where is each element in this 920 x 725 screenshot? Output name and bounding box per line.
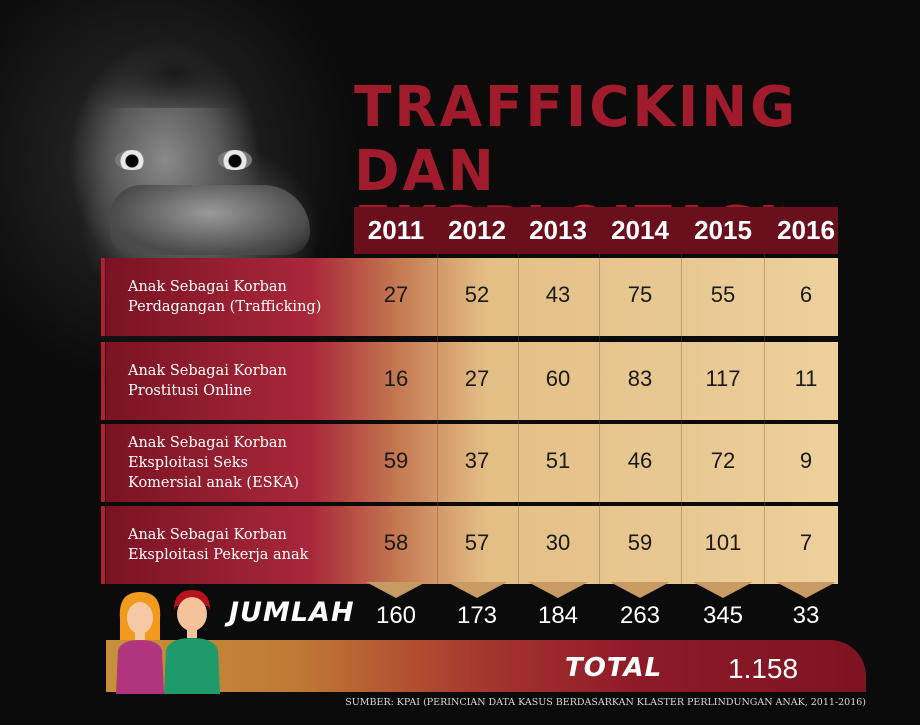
total-bar <box>106 640 866 692</box>
table-row: Anak Sebagai Korban Eksploitasi Pekerja … <box>101 506 838 584</box>
jumlah-label: JUMLAH <box>229 597 355 628</box>
table-cell: 57 <box>464 530 490 555</box>
row-label: Anak Sebagai Korban Eksploitasi Seks Kom… <box>128 435 299 491</box>
column-divider <box>681 254 682 584</box>
table-cell: 60 <box>545 366 571 391</box>
row-label: Anak Sebagai Korban Perdagangan (Traffic… <box>128 279 322 315</box>
hair-shadow <box>70 18 280 108</box>
down-arrow-icon <box>447 582 507 598</box>
jumlah-value: 160 <box>375 602 417 629</box>
table-cell: 6 <box>799 282 813 307</box>
down-arrow-icon <box>366 582 426 598</box>
year-header-2014: 2014 <box>611 215 669 245</box>
table-cell: 75 <box>627 282 653 307</box>
year-header-2013: 2013 <box>529 215 587 245</box>
grand-total-label: TOTAL <box>565 653 663 683</box>
table-cell: 55 <box>710 282 736 307</box>
table-cell: 83 <box>627 366 653 391</box>
jumlah-value: 33 <box>792 602 820 629</box>
table-cell: 117 <box>705 366 741 391</box>
row-label: Anak Sebagai Korban Eksploitasi Pekerja … <box>128 527 309 563</box>
table-cell: 27 <box>464 366 490 391</box>
table-row: Anak Sebagai Korban Perdagangan (Traffic… <box>101 258 838 336</box>
table-cell: 11 <box>794 366 818 391</box>
table-row: Anak Sebagai Korban Eksploitasi Seks Kom… <box>101 424 838 502</box>
down-arrow-icon <box>693 582 753 598</box>
table-cell: 52 <box>464 282 490 307</box>
row-label: Anak Sebagai Korban Prostitusi Online <box>128 363 287 399</box>
right-eye <box>218 150 252 170</box>
hand-over-mouth <box>110 185 310 255</box>
jumlah-value: 345 <box>702 602 744 629</box>
child-photo <box>0 0 430 380</box>
jumlah-value: 263 <box>619 602 661 629</box>
table-cell: 51 <box>545 448 571 473</box>
table-cell: 37 <box>464 448 490 473</box>
down-arrow-icon <box>776 582 836 598</box>
table-cell: 46 <box>627 448 653 473</box>
down-arrow-icon <box>528 582 588 598</box>
title-line-1: TRAFFICKING <box>354 75 799 140</box>
table-cell: 9 <box>799 448 813 473</box>
table-cell: 27 <box>383 282 409 307</box>
table-cell: 101 <box>704 530 742 555</box>
year-header-2012: 2012 <box>448 215 506 245</box>
down-arrow-icon <box>610 582 670 598</box>
table-cell: 7 <box>799 530 813 555</box>
year-header-2015: 2015 <box>694 215 752 245</box>
column-divider <box>518 254 519 584</box>
year-header: 2011 2012 2013 2014 2015 2016 <box>354 207 838 254</box>
column-divider <box>764 254 765 584</box>
table-cell: 16 <box>383 366 409 391</box>
grand-total-value: 1.158 <box>728 653 799 684</box>
table-cell: 72 <box>710 448 736 473</box>
jumlah-value: 184 <box>537 602 579 629</box>
source-note: SUMBER: KPAI (PERINCIAN DATA KASUS BERDA… <box>345 697 866 708</box>
column-divider <box>437 254 438 584</box>
left-eye <box>115 150 149 170</box>
year-header-2011: 2011 <box>367 215 425 245</box>
table-cell: 59 <box>383 448 409 473</box>
table-cell: 43 <box>545 282 571 307</box>
year-header-2016: 2016 <box>777 215 835 245</box>
table-row: Anak Sebagai Korban Prostitusi Online 16 2… <box>101 342 838 420</box>
table-cell: 30 <box>545 530 571 555</box>
jumlah-value: 173 <box>456 602 498 629</box>
boy-icon <box>164 590 220 694</box>
table-cell: 59 <box>627 530 653 555</box>
column-divider <box>599 254 600 584</box>
table-cell: 58 <box>383 530 409 555</box>
girl-icon <box>116 592 164 694</box>
